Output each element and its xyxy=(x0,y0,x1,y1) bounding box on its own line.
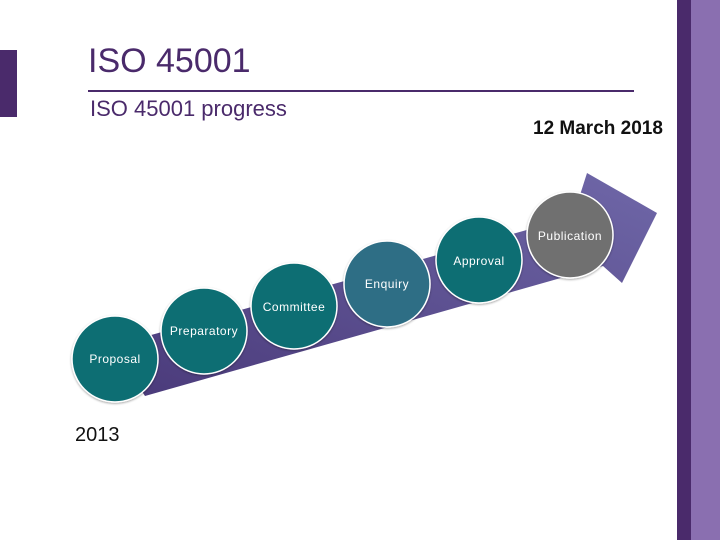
stage-label: Committee xyxy=(263,300,326,314)
stage-label: Enquiry xyxy=(365,277,409,291)
stage-circle xyxy=(435,216,523,304)
stage-label: Proposal xyxy=(89,352,140,366)
right-decorative-bar-dark xyxy=(677,0,691,540)
stage-label: Preparatory xyxy=(170,324,238,338)
title-underline xyxy=(88,90,634,92)
stage-circle xyxy=(343,240,431,328)
stage-circle xyxy=(526,191,614,279)
stage-circle xyxy=(250,262,338,350)
stage-label: Approval xyxy=(453,254,504,268)
stage-enquiry: Enquiry xyxy=(343,240,431,328)
slide-title: ISO 45001 xyxy=(88,42,251,80)
stage-preparatory: Preparatory xyxy=(160,287,248,375)
stage-approval: Approval xyxy=(435,216,523,304)
stage-publication: Publication xyxy=(526,191,614,279)
stage-committee: Committee xyxy=(250,262,338,350)
stage-circle xyxy=(71,315,159,403)
slide-subtitle: ISO 45001 progress xyxy=(90,96,287,121)
stage-circle xyxy=(160,287,248,375)
slide-date: 12 March 2018 xyxy=(533,118,663,139)
stage-proposal: Proposal xyxy=(71,315,159,403)
start-year-label: 2013 xyxy=(75,424,120,446)
stage-label: Publication xyxy=(538,229,602,243)
left-accent-bar xyxy=(0,50,17,117)
